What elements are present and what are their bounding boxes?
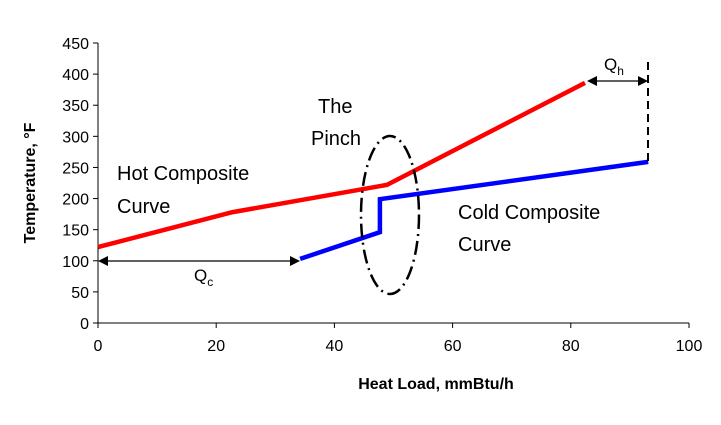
y-tick-label: 300: [62, 129, 89, 146]
x-tick-label: 60: [444, 338, 462, 355]
y-tick-label: 450: [62, 36, 89, 53]
axes: 0 50 100 150 200 250 300 350 400 450 0 20 40 60 80 100: [62, 36, 702, 355]
hot-curve-label-1: Hot Composite: [117, 163, 249, 185]
pinch-ellipse: [359, 134, 421, 296]
x-axis-label: Heat Load, mmBtu/h: [358, 376, 514, 393]
x-tick-label: 40: [326, 338, 344, 355]
x-tick-label: 0: [94, 338, 103, 355]
qh-label: Qh: [604, 55, 624, 78]
y-tick-label: 50: [71, 285, 89, 302]
y-tick-label: 250: [62, 160, 89, 177]
qc-arrowhead-left: [98, 256, 108, 266]
cold-composite-curve-line: [299, 159, 649, 262]
y-tick-label: 400: [62, 67, 89, 84]
y-axis-label: Temperature, °F: [22, 122, 39, 243]
cold-curve-label-2: Curve: [458, 234, 511, 256]
qc-label: Qc: [194, 266, 213, 289]
series-group: [97, 80, 649, 262]
qc-arrowhead-right: [290, 256, 300, 266]
qh-arrowhead-left: [587, 76, 597, 86]
qh-arrowhead-right: [638, 76, 648, 86]
cold-curve-label-1: Cold Composite: [458, 202, 600, 224]
pinch-label-1: The: [318, 96, 352, 118]
x-tick-label: 100: [676, 338, 703, 355]
y-tick-label: 150: [62, 223, 89, 240]
hot-composite-curve-line: [97, 80, 587, 250]
y-tick-label: 200: [62, 192, 89, 209]
y-tick-label: 100: [62, 254, 89, 271]
y-tick-label: 0: [80, 316, 89, 333]
pinch-label-2: Pinch: [311, 128, 361, 150]
y-tick-label: 350: [62, 98, 89, 115]
hot-curve-label-2: Curve: [117, 196, 170, 218]
annotations: Hot Composite Curve Cold Composite Curve…: [98, 55, 649, 296]
x-tick-label: 20: [207, 338, 225, 355]
x-tick-label: 80: [562, 338, 580, 355]
